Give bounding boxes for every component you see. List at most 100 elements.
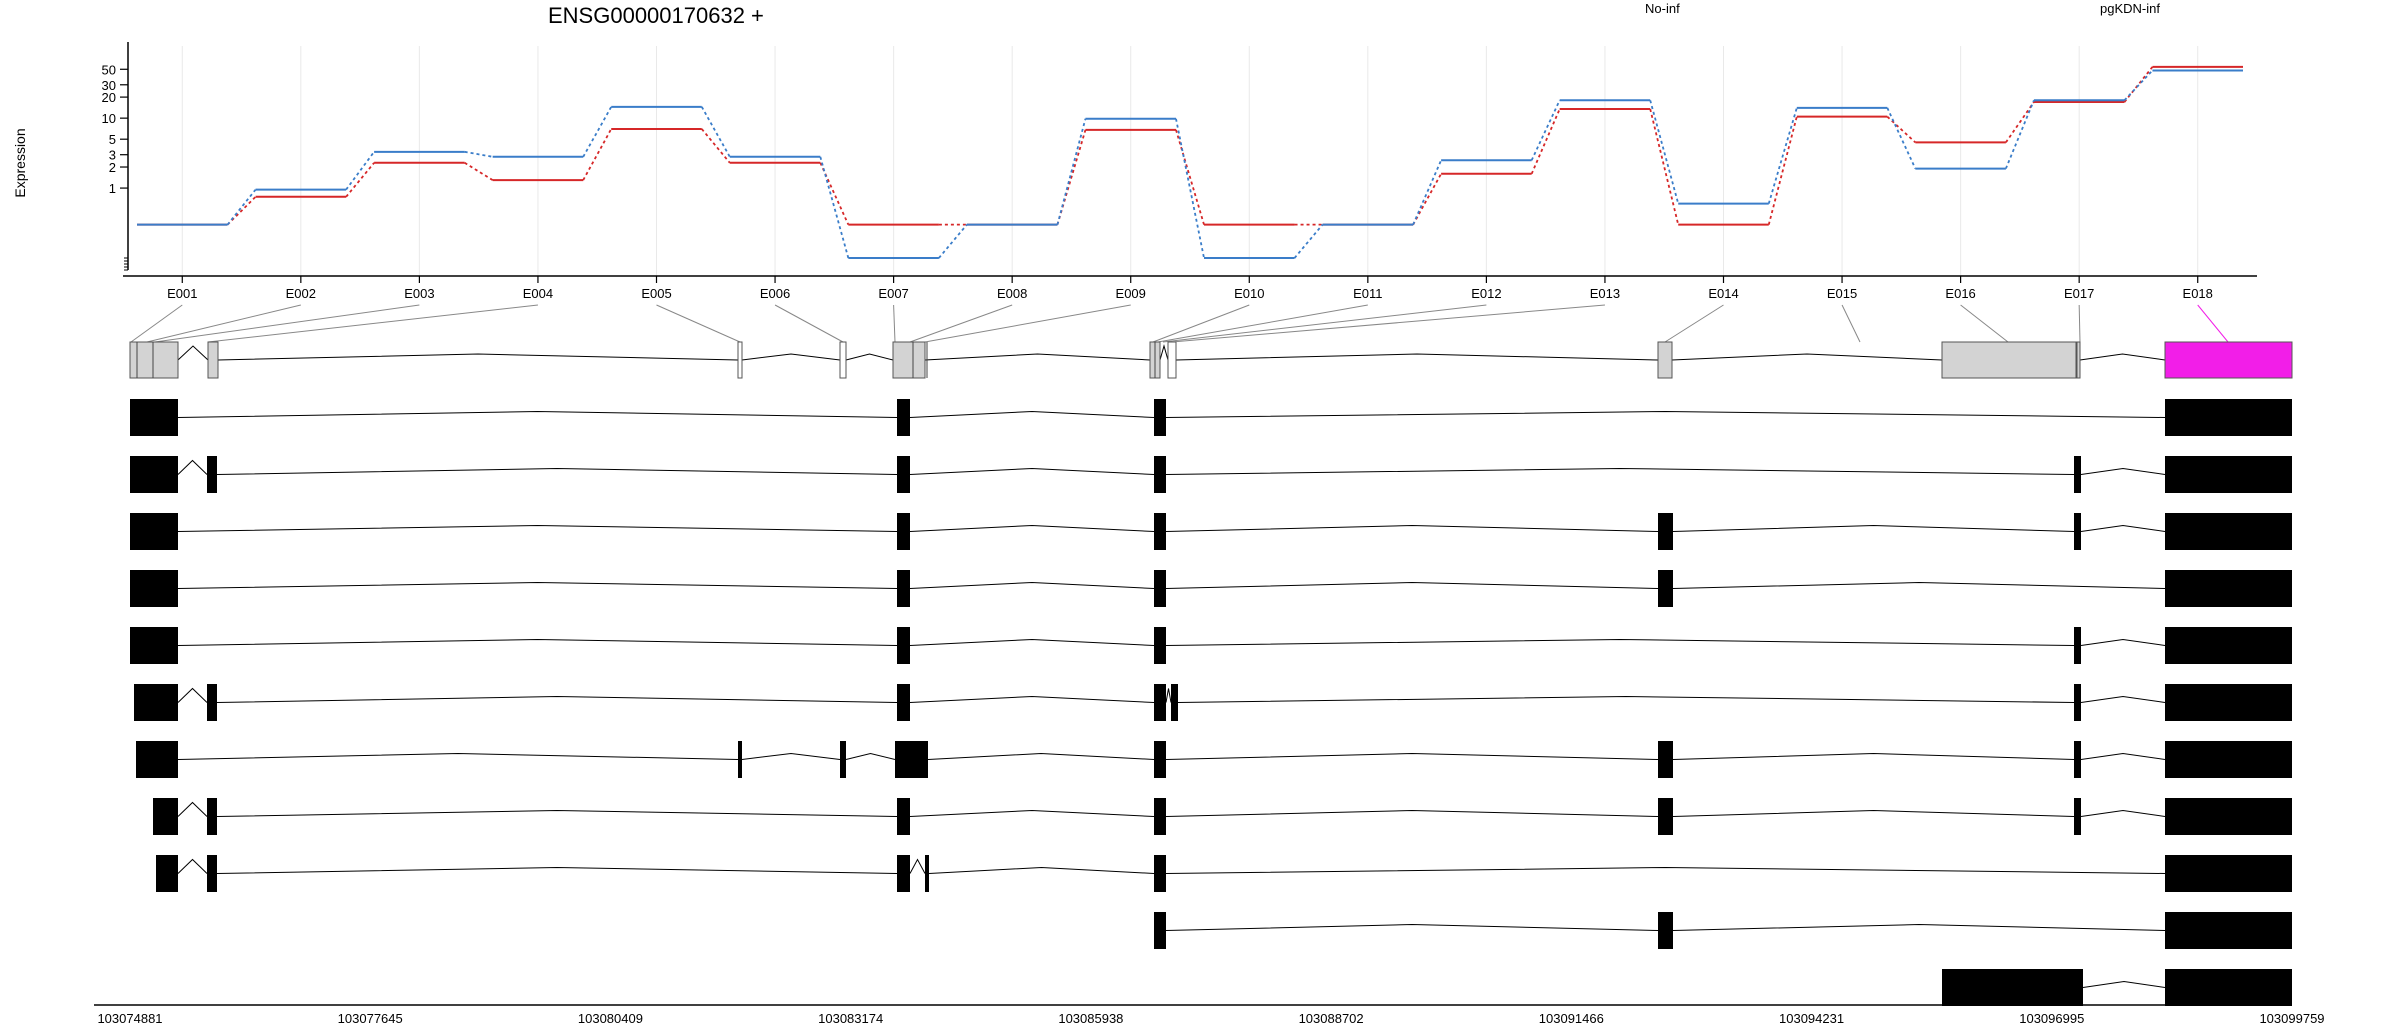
gene-model-intron	[741, 353, 841, 361]
genomic-tick-label: 103096995	[2019, 1011, 2084, 1026]
transcript-exon	[1154, 912, 1166, 949]
transcript-intron	[1672, 752, 2075, 760]
series-connector	[1412, 173, 1442, 226]
transcript-exon	[130, 513, 178, 550]
transcript-exon	[207, 684, 217, 721]
transcript-4	[130, 570, 2292, 607]
series-connector	[819, 156, 850, 259]
transcript-exon	[207, 855, 217, 892]
exon-label: E017	[2064, 286, 2094, 301]
genomic-tick-label: 103099759	[2259, 1011, 2324, 1026]
transcript-intron	[1165, 866, 2166, 874]
transcript-intron	[2080, 467, 2166, 475]
exon-connector	[1171, 304, 1605, 343]
exon-label: E003	[404, 286, 434, 301]
transcript-exon	[1171, 684, 1178, 721]
exon-label: E012	[1471, 286, 1501, 301]
transcript-intron	[216, 809, 898, 817]
transcript-exon	[136, 741, 178, 778]
exon-connector	[1960, 304, 2009, 343]
transcript-intron	[2080, 524, 2166, 532]
transcript-exon	[1154, 741, 1166, 778]
exon-label: E011	[1353, 286, 1382, 301]
transcript-exon	[2165, 570, 2292, 607]
series-connector	[1767, 107, 1798, 204]
transcript-intron	[177, 638, 898, 646]
exon-connector	[656, 304, 741, 343]
transcript-exon	[897, 456, 910, 493]
exon-connector	[146, 304, 301, 343]
gene-model-exon	[1167, 341, 1177, 379]
series-connector	[1056, 129, 1087, 225]
transcript-intron	[177, 524, 898, 532]
transcript-exon	[2165, 798, 2292, 835]
transcript-intron	[1165, 752, 1659, 760]
transcript-intron	[1165, 923, 1659, 931]
series-connector	[2005, 99, 2035, 169]
transcript-intron	[909, 581, 1155, 589]
transcript-9	[156, 855, 2292, 892]
series-connector	[1649, 108, 1680, 225]
transcript-exon	[1154, 855, 1166, 892]
series-connector	[1056, 118, 1087, 225]
transcript-intron	[909, 809, 1155, 817]
transcript-intron	[2080, 752, 2166, 760]
transcript-exon	[897, 399, 910, 436]
transcript-exon	[2165, 969, 2292, 1006]
series-connector	[1293, 224, 1324, 259]
exon-connector	[207, 304, 539, 343]
transcript-exon	[738, 741, 742, 778]
exon-label: E001	[167, 286, 197, 301]
exon-label: E018	[2183, 286, 2213, 301]
transcript-exon	[2165, 684, 2292, 721]
genomic-tick-label: 103088702	[1299, 1011, 1364, 1026]
transcript-exon	[840, 741, 846, 778]
transcript-exon	[1154, 399, 1166, 436]
series-connector	[2123, 69, 2154, 101]
gene-model-intron	[845, 353, 894, 361]
legend-no-inf: No-inf	[1645, 1, 1680, 16]
transcript-intron	[1165, 638, 2075, 646]
transcript-intron	[1177, 695, 2075, 703]
series-connector	[701, 128, 731, 164]
series-connector	[1649, 100, 1680, 204]
exon-connector	[1162, 304, 1487, 343]
transcript-5	[130, 627, 2292, 664]
gene-model-intron	[1671, 353, 1943, 361]
transcript-11	[1942, 969, 2292, 1006]
chart-title: ENSG00000170632 +	[548, 3, 764, 28]
transcript-exon	[2165, 912, 2292, 949]
transcript-exon	[2165, 627, 2292, 664]
y-tick-label: 50	[102, 62, 116, 77]
y-tick-label: 5	[109, 132, 116, 147]
exon-label: E008	[997, 286, 1027, 301]
exon-connector	[130, 304, 183, 343]
exon-connector	[2197, 304, 2229, 343]
series-connector	[582, 128, 613, 181]
transcript-intron	[216, 467, 898, 475]
transcript-7	[136, 741, 2292, 778]
series-no-inf	[137, 65, 2243, 226]
transcript-10	[1154, 912, 2292, 949]
exon-label: E006	[760, 286, 790, 301]
transcript-exon	[130, 399, 178, 436]
transcript-intron	[909, 467, 1155, 475]
exon-label: E013	[1590, 286, 1620, 301]
series-lines	[137, 65, 2243, 259]
transcript-exon	[895, 741, 928, 778]
exon-connector	[154, 304, 420, 343]
genomic-tick-label: 103083174	[818, 1011, 883, 1026]
transcript-exon	[2165, 855, 2292, 892]
series-connector	[226, 196, 257, 226]
transcript-2	[130, 456, 2292, 493]
exon-axis: E001 E002 E003 E004 E005 E006 E007 E008 E009 E010…	[123, 275, 2257, 301]
exon-connector	[924, 304, 1131, 343]
series-connector	[1530, 108, 1561, 175]
transcript-exon	[897, 513, 910, 550]
transcript-intron	[909, 695, 1155, 703]
transcript-exon	[897, 855, 910, 892]
transcript-intron	[909, 410, 1155, 418]
gene-model	[129, 341, 2293, 379]
transcript-intron	[741, 752, 841, 760]
